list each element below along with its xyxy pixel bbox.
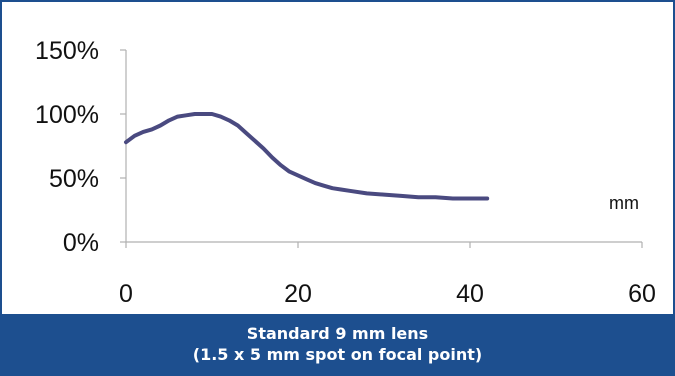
caption-line-2: (1.5 x 5 mm spot on focal point) xyxy=(192,345,483,364)
x-axis-unit-label: mm xyxy=(609,193,639,213)
x-tick-label: 20 xyxy=(284,280,312,308)
x-tick-label: 40 xyxy=(456,280,484,308)
x-tick-label: 0 xyxy=(119,280,133,308)
series-line xyxy=(124,112,490,201)
y-tick-label: 150% xyxy=(35,37,99,65)
x-tick-label: 60 xyxy=(628,280,656,308)
y-tick-label: 50% xyxy=(49,165,99,193)
caption-line-1: Standard 9 mm lens xyxy=(246,324,429,343)
y-tick-label: 100% xyxy=(35,101,99,129)
y-tick-label: 0% xyxy=(63,229,99,257)
chart-caption: Standard 9 mm lens (1.5 x 5 mm spot on f… xyxy=(2,314,673,374)
chart-plot: 0% 50% 100% 150% 0 20 40 60 mm xyxy=(35,37,656,308)
